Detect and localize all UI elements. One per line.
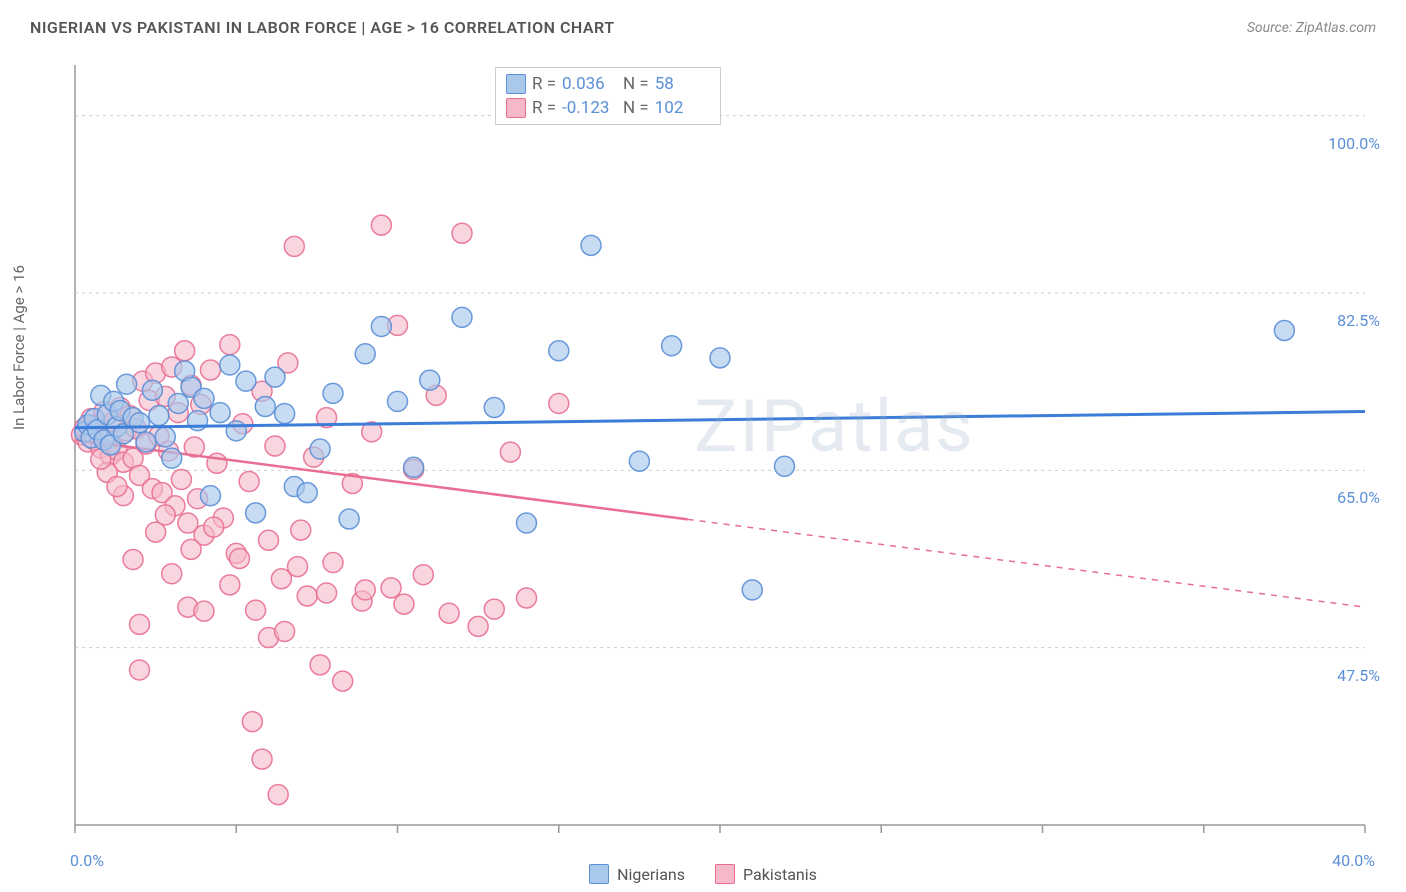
pakistanis-swatch bbox=[715, 864, 735, 884]
chart-title: NIGERIAN VS PAKISTANI IN LABOR FORCE | A… bbox=[30, 18, 615, 37]
y-gridline-label: 47.5% bbox=[1337, 666, 1380, 685]
y-gridline-label: 65.0% bbox=[1337, 488, 1380, 507]
stat-row-nigerians: R =0.036N =58 bbox=[506, 72, 710, 96]
chart-area: 47.5% 65.0% 82.5% 100.0% R =0.036N =58R =-0… bbox=[50, 55, 1390, 875]
legend-nigerians: Nigerians bbox=[589, 864, 685, 884]
y-axis-label: In Labor Force | Age > 16 bbox=[10, 265, 28, 430]
correlation-legend: R =0.036N =58R =-0.123N =102 bbox=[495, 67, 721, 125]
source-label: Source: ZipAtlas.com bbox=[1247, 20, 1376, 36]
legend-pakistanis: Pakistanis bbox=[715, 864, 817, 884]
nigerians-swatch bbox=[589, 864, 609, 884]
pakistanis-label: Pakistanis bbox=[743, 865, 817, 884]
scatter-chart bbox=[50, 55, 1390, 845]
y-gridline-label: 82.5% bbox=[1337, 311, 1380, 330]
stat-row-pakistanis: R =-0.123N =102 bbox=[506, 96, 710, 120]
y-gridline-label: 100.0% bbox=[1328, 134, 1380, 153]
nigerians-label: Nigerians bbox=[617, 865, 685, 884]
series-legend: Nigerians Pakistanis bbox=[0, 864, 1406, 884]
